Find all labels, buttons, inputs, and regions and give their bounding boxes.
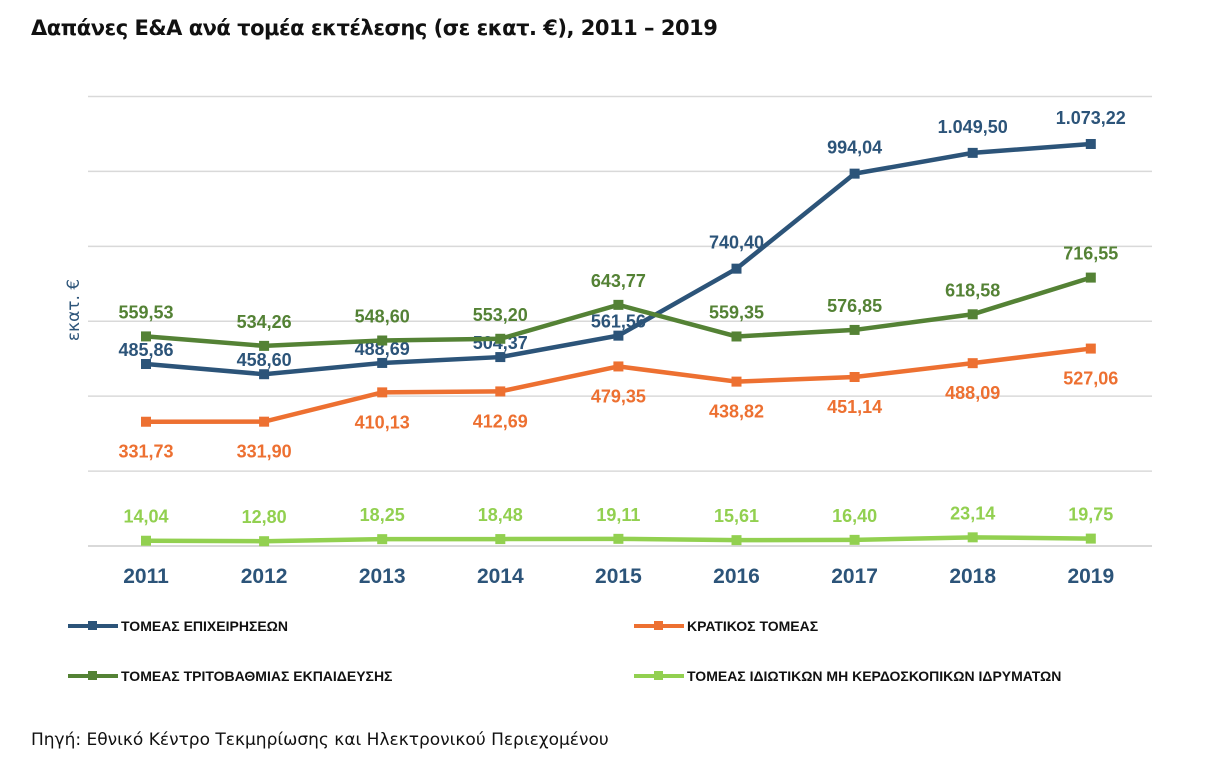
data-label: 12,80 [242,507,287,527]
data-label: 1.073,22 [1056,108,1126,128]
data-label: 643,77 [591,271,646,291]
data-label: 618,58 [945,280,1000,300]
data-label: 331,90 [237,442,292,462]
data-point [377,357,388,368]
legend-item: ΤΟΜΕΑΣ ΕΠΙΧΕΙΡΗΣΕΩΝ [68,618,288,634]
data-point [377,534,388,545]
x-tick-label: 2018 [949,565,996,588]
x-tick-label: 2013 [359,565,406,588]
data-label: 23,14 [950,503,995,523]
data-label: 16,40 [832,506,877,526]
data-label: 548,60 [355,307,410,327]
legend-label: ΤΟΜΕΑΣ ΙΔΙΩΤΙΚΩΝ ΜΗ ΚΕΡΔΟΣΚΟΠΙΚΩΝ ΙΔΡΥΜΑ… [687,668,1062,684]
data-point [1085,138,1096,149]
data-point [849,324,860,335]
data-point [495,534,506,545]
data-label: 410,13 [355,412,410,432]
x-tick-label: 2014 [477,565,524,588]
data-label: 527,06 [1063,369,1118,389]
data-label: 485,86 [118,340,173,360]
data-label: 19,11 [596,505,640,525]
data-point [141,331,151,342]
data-label: 561,56 [591,312,646,332]
data-point [967,532,978,543]
data-point [141,416,151,427]
data-point [849,168,860,179]
data-point [259,416,270,427]
source-note: Πηγή: Εθνικό Κέντρο Τεκμηρίωσης και Ηλεκ… [31,730,609,750]
data-label: 534,26 [237,312,292,332]
data-label: 14,04 [123,507,168,527]
data-label: 994,04 [827,138,882,158]
legend-swatch [68,669,118,683]
data-label: 559,53 [118,302,173,322]
data-label: 740,40 [709,233,764,253]
x-tick-label: 2016 [713,565,760,588]
data-label: 18,25 [360,505,405,525]
x-tick-label: 2015 [595,565,642,588]
data-label: 553,20 [473,305,528,325]
legend-label: ΤΟΜΕΑΣ ΤΡΙΤΟΒΑΘΜΙΑΣ ΕΚΠΑΙΔΕΥΣΗΣ [121,668,393,684]
data-label: 451,14 [827,397,882,417]
data-point [613,299,624,310]
data-label: 412,69 [473,411,528,431]
data-point [259,536,270,547]
legend-swatch [634,669,684,683]
data-point [967,147,978,158]
data-label: 488,09 [945,383,1000,403]
data-label: 15,61 [714,506,759,526]
data-point [731,263,742,274]
data-label: 716,55 [1063,244,1118,264]
data-label: 488,69 [355,339,410,359]
data-point [1085,272,1096,283]
data-point [259,369,270,380]
legend-item: ΚΡΑΤΙΚΟΣ ΤΟΜΕΑΣ [634,618,818,634]
x-tick-label: 2019 [1067,565,1114,588]
data-point [731,331,742,342]
data-label: 438,82 [709,402,764,422]
data-point [141,359,151,370]
data-point [495,352,506,363]
data-point [1085,343,1096,354]
x-tick-label: 2017 [831,565,878,588]
data-point [967,309,978,320]
legend-label: ΚΡΑΤΙΚΟΣ ΤΟΜΕΑΣ [687,618,819,634]
data-point [849,372,860,383]
data-label: 19,75 [1068,505,1113,525]
data-label: 458,60 [237,350,292,370]
data-point [731,376,742,387]
legend-swatch [68,619,118,633]
data-label: 18,48 [478,505,523,525]
y-axis-label: εκατ. € [64,279,84,341]
data-label: 479,35 [591,386,646,406]
legend-label: ΤΟΜΕΑΣ ΕΠΙΧΕΙΡΗΣΕΩΝ [121,618,289,634]
data-point [613,533,624,544]
data-label: 1.049,50 [938,117,1008,137]
data-point [613,330,624,341]
data-point [259,340,270,351]
data-point [495,386,506,397]
x-tick-label: 2012 [241,565,288,588]
legend-item: ΤΟΜΕΑΣ ΙΔΙΩΤΙΚΩΝ ΜΗ ΚΕΡΔΟΣΚΟΠΙΚΩΝ ΙΔΡΥΜΑ… [634,668,1061,684]
data-label: 559,35 [709,302,764,322]
data-point [495,333,506,344]
data-label: 576,85 [827,296,882,316]
x-tick-label: 2011 [123,565,169,588]
data-label: 331,73 [118,442,173,462]
data-point [377,335,388,346]
data-point [1085,533,1096,544]
data-point [731,535,742,546]
data-point [849,534,860,545]
data-point [377,387,388,398]
data-point [613,361,624,372]
line-chart: εκατ. € 2011 2012 2013 2014 2015 2016 2017 2018 2… [64,95,1152,588]
data-point [141,535,151,546]
legend-swatch [634,619,684,633]
chart-title: Δαπάνες Ε&Α ανά τομέα εκτέλεσης (σε εκατ… [31,16,718,40]
data-point [967,358,978,369]
legend-item: ΤΟΜΕΑΣ ΤΡΙΤΟΒΑΘΜΙΑΣ ΕΚΠΑΙΔΕΥΣΗΣ [68,668,392,684]
